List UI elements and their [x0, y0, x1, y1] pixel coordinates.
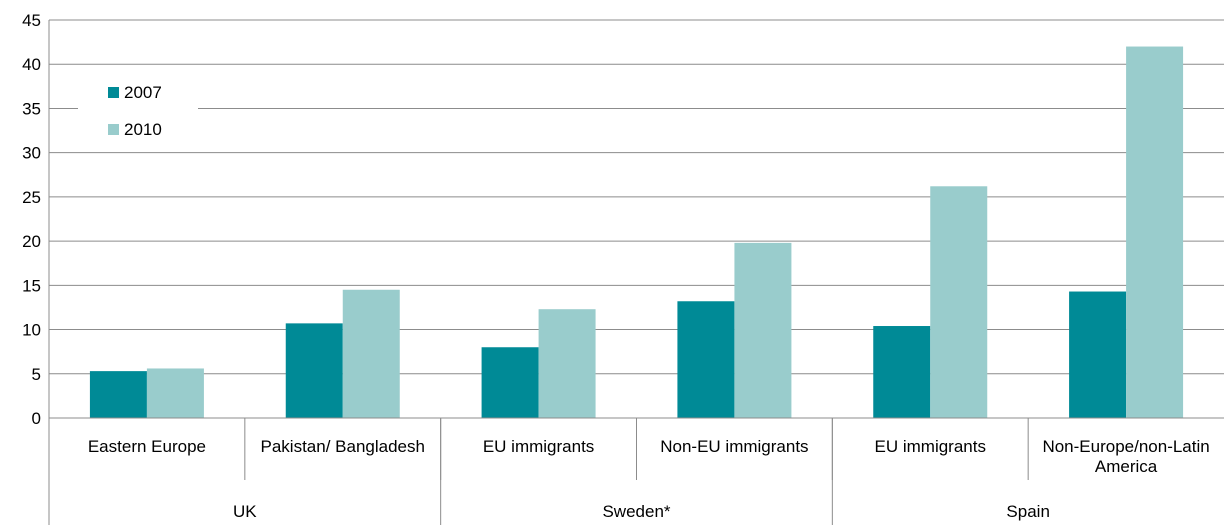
category-label: EU immigrants — [483, 437, 594, 456]
legend-background — [78, 74, 198, 150]
legend-label: 2007 — [124, 83, 162, 102]
bar-2010 — [734, 242, 792, 418]
legend: 2007 2010 — [78, 74, 198, 150]
legend-swatch-2007 — [108, 87, 119, 98]
y-tick-label: 40 — [22, 55, 41, 74]
category-label: Non-Europe/non-Latin — [1042, 437, 1209, 456]
group-label: Spain — [1006, 502, 1049, 521]
bar-2010 — [930, 186, 988, 418]
bar-2010 — [1126, 46, 1184, 419]
y-tick-label: 35 — [22, 99, 41, 118]
bar-2010 — [342, 289, 400, 418]
group-label: Sweden* — [602, 502, 670, 521]
bar-2007 — [677, 301, 735, 418]
y-tick-label: 25 — [22, 188, 41, 207]
bar-2007 — [285, 323, 343, 418]
y-tick-label: 45 — [22, 11, 41, 30]
category-label: America — [1095, 457, 1158, 476]
bar-2007 — [873, 326, 931, 418]
y-tick-label: 10 — [22, 321, 41, 340]
y-tick-label: 30 — [22, 144, 41, 163]
bar-2007 — [481, 347, 539, 418]
category-label: Eastern Europe — [88, 437, 206, 456]
category-label: EU immigrants — [875, 437, 986, 456]
category-label: Non-EU immigrants — [660, 437, 808, 456]
legend-swatch-2010 — [108, 124, 119, 135]
bar-2007 — [1069, 291, 1127, 418]
y-tick-label: 15 — [22, 276, 41, 295]
group-label: UK — [233, 502, 257, 521]
y-tick-label: 5 — [32, 365, 41, 384]
bar-2010 — [538, 309, 596, 418]
y-tick-label: 0 — [32, 409, 41, 428]
bar-2007 — [89, 371, 147, 418]
legend-label: 2010 — [124, 120, 162, 139]
category-label: Pakistan/ Bangladesh — [261, 437, 425, 456]
bar-2010 — [146, 368, 204, 418]
y-tick-label: 20 — [22, 232, 41, 251]
